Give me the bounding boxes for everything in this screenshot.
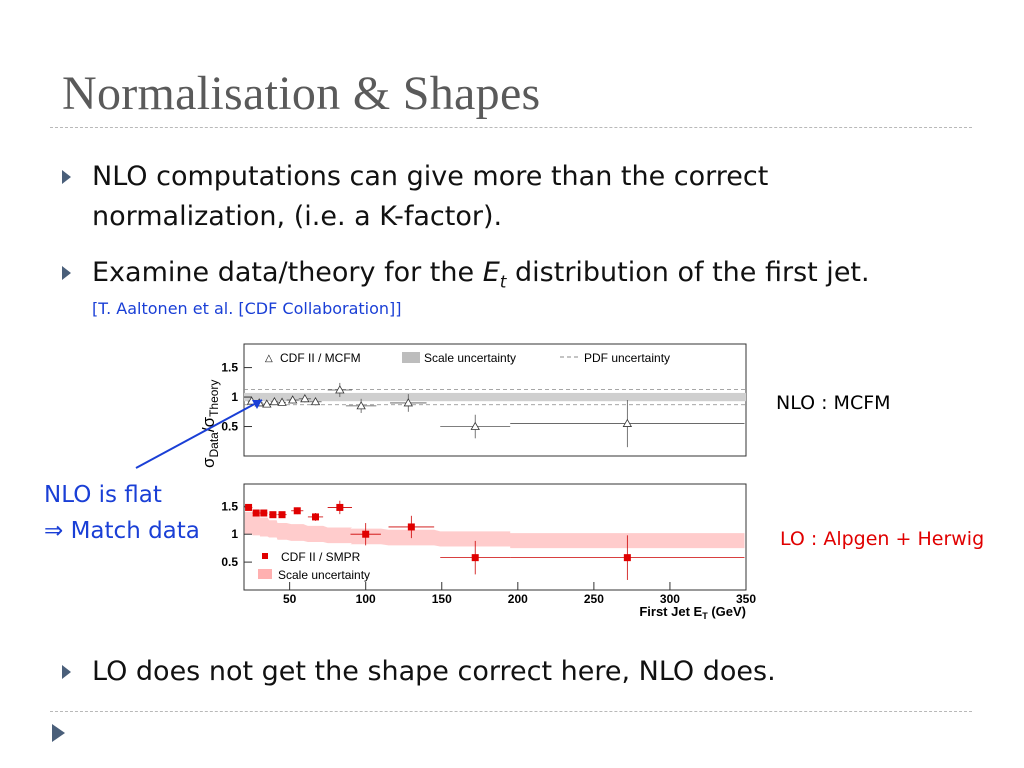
x-axis-label: First Jet ET (GeV) xyxy=(639,604,746,621)
data-point-square xyxy=(293,507,301,515)
data-point-triangle xyxy=(403,398,413,407)
annotation-nlo-flat: NLO is flat xyxy=(44,482,162,508)
bullet-arrow-icon xyxy=(62,170,71,184)
data-point-square xyxy=(252,509,260,517)
legend-marker-triangle-icon: △ xyxy=(265,353,273,364)
bullet-2-pre: Examine data/theory for the xyxy=(92,257,483,288)
data-point-square xyxy=(245,503,253,511)
data-point-triangle xyxy=(622,418,633,427)
bullet-3: LO does not get the shape correct here, … xyxy=(92,656,776,687)
data-point-square xyxy=(278,511,286,519)
legend-entry: Scale uncertainty xyxy=(278,568,370,582)
y-tick-label: 0.5 xyxy=(221,420,238,434)
bullet-1: NLO computations can give more than the … xyxy=(92,157,768,237)
legend-entry: CDF II / MCFM xyxy=(280,351,361,365)
annotation-match-text: Match data xyxy=(63,518,200,544)
data-point-triangle xyxy=(300,394,310,403)
data-point-square xyxy=(407,523,415,531)
legend-entry: Scale uncertainty xyxy=(424,351,516,365)
data-point-square xyxy=(362,530,370,538)
annotation-arrowhead-icon xyxy=(252,400,262,409)
data-point-square xyxy=(336,503,344,511)
x-tick-label: 50 xyxy=(283,592,297,606)
data-point-square xyxy=(311,513,319,521)
x-tick-label: 250 xyxy=(584,592,604,606)
legend-entry: PDF uncertainty xyxy=(584,351,670,365)
bottom-panel: 1.5 1 0.5 50 100 150 200 250 300 350 CDF II / SMPR… xyxy=(221,483,756,621)
et-symbol: E xyxy=(482,257,500,288)
data-point-triangle xyxy=(262,399,272,408)
implies-arrow-icon: ⇒ xyxy=(44,518,64,544)
legend-swatch-scale xyxy=(402,352,420,363)
bullet-1-line-2: normalization, (i.e. a K-factor). xyxy=(92,201,503,232)
bullet-2-post: distribution of the first jet. xyxy=(506,257,870,288)
data-point-square xyxy=(623,554,631,562)
x-tick-label: 200 xyxy=(508,592,528,606)
data-point-square xyxy=(471,554,479,562)
legend-swatch-data xyxy=(262,553,268,559)
footer-divider xyxy=(50,711,972,712)
annotation-arrow-line xyxy=(135,399,263,469)
data-point-triangle xyxy=(335,385,345,394)
data-point-triangle xyxy=(269,396,280,406)
data-point-triangle xyxy=(356,401,366,410)
data-point-triangle xyxy=(310,396,321,406)
x-tick-label: 150 xyxy=(432,592,452,606)
next-slide-arrow-icon[interactable] xyxy=(52,724,65,742)
legend-entry: CDF II / SMPR xyxy=(281,550,361,564)
data-point-square xyxy=(269,511,277,519)
annotation-match-data: ⇒ Match data xyxy=(44,518,200,544)
scale-uncertainty-band xyxy=(244,392,746,402)
bullet-arrow-icon xyxy=(62,665,71,679)
y-tick-label: 1.5 xyxy=(221,361,238,375)
label-lo-alpgen: LO : Alpgen + Herwig xyxy=(780,528,985,550)
y-tick-label: 0.5 xyxy=(221,555,238,569)
y-axis-label: σData/σTheory xyxy=(199,380,221,468)
data-point-triangle xyxy=(277,397,287,406)
x-tick-label: 300 xyxy=(660,592,680,606)
x-tick-label: 350 xyxy=(736,592,756,606)
y-tick-label: 1 xyxy=(231,527,238,541)
et-subscript: t xyxy=(499,272,507,293)
bullet-1-line-1: NLO computations can give more than the … xyxy=(92,161,769,192)
citation: [T. Aaltonen et al. [CDF Collaboration]] xyxy=(92,299,402,318)
y-tick-label: 1.5 xyxy=(221,499,238,513)
bullet-arrow-icon xyxy=(62,266,71,280)
y-tick-label: 1 xyxy=(231,390,238,404)
title-divider xyxy=(50,127,972,128)
data-point-triangle xyxy=(287,395,298,404)
scale-uncertainty-band xyxy=(244,511,745,549)
bullet-2: Examine data/theory for the Et distribut… xyxy=(92,253,870,302)
legend-swatch-scale xyxy=(258,569,272,579)
top-panel: 1.5 1 0.5 △ CDF II / MCFM Scale uncertainty PD… xyxy=(199,343,747,468)
label-nlo-mcfm: NLO : MCFM xyxy=(776,392,891,414)
slide-title: Normalisation & Shapes xyxy=(62,67,541,120)
data-point-square xyxy=(260,509,268,517)
data-point-triangle xyxy=(470,421,480,430)
x-tick-label: 100 xyxy=(356,592,376,606)
